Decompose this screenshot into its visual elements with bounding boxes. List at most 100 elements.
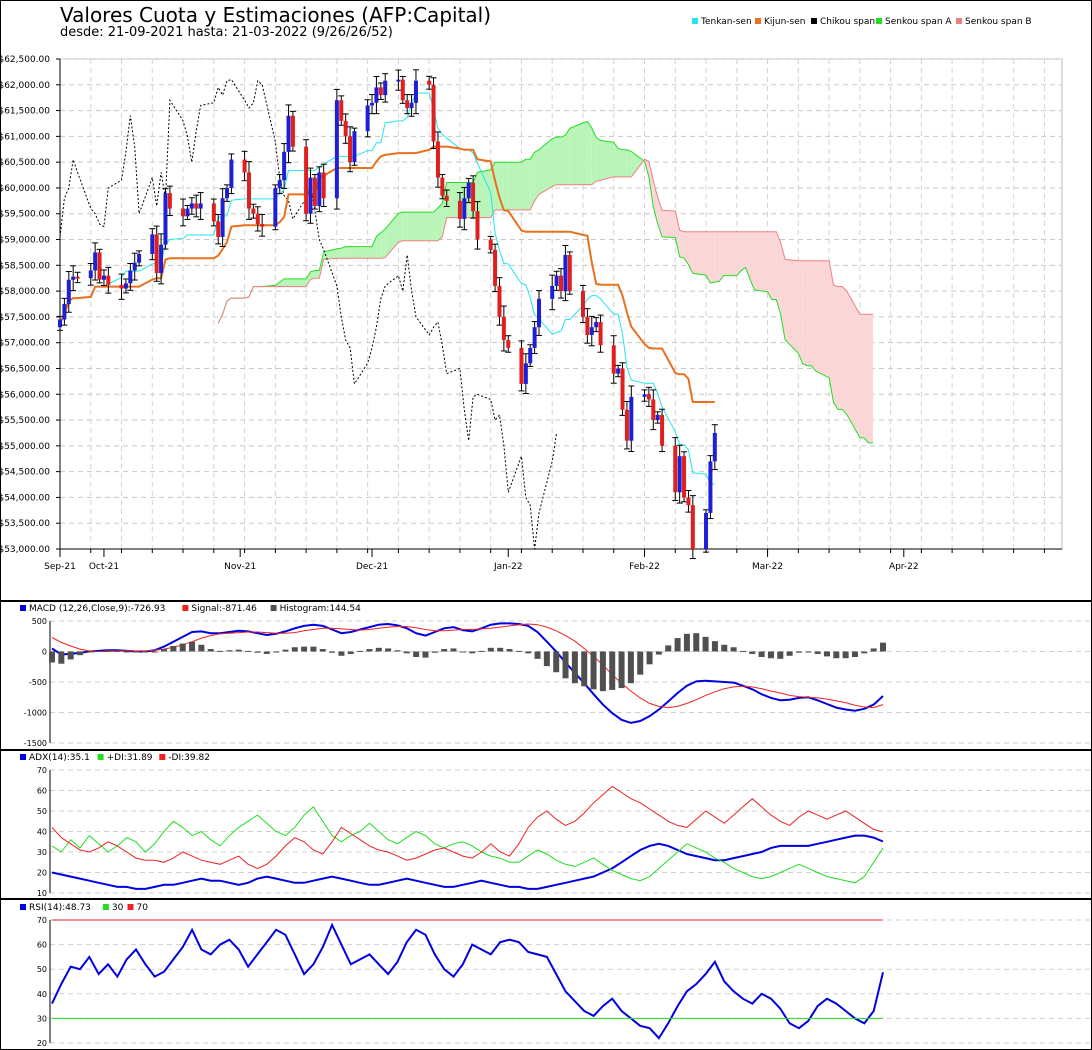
ichimoku-cloud-segment [675, 211, 680, 257]
indicator-line [51, 623, 884, 709]
ichimoku-cloud-segment [688, 231, 693, 274]
candle-body [370, 102, 375, 106]
ichimoku-cloud-segment [288, 278, 293, 287]
candle-body [348, 136, 353, 163]
sub-y-tick-label: 500 [32, 617, 47, 626]
candle-body [286, 115, 291, 152]
price-y-tick-label: $61,000.00 [0, 132, 50, 142]
candle-body [673, 445, 678, 493]
rsi-panel: 20 30 40 50 60 70 RSI(14):48.73 30 70 [20, 903, 1090, 1048]
histogram-bar [133, 651, 140, 653]
histogram-bar [833, 651, 840, 659]
histogram-bar [880, 642, 886, 652]
candle-body [651, 399, 656, 421]
candle-body [532, 327, 537, 348]
adx-panel: 10 20 30 40 50 60 70 ADX(14):35.1 +DI:31.89 -DI:3… [20, 753, 1090, 898]
histogram-bar [515, 650, 522, 652]
candle-body [119, 284, 124, 289]
ichimoku-cloud-segment [626, 149, 632, 177]
candle-body [554, 275, 559, 286]
ichimoku-cloud-segment [842, 286, 847, 415]
candle-body [409, 102, 414, 108]
price-y-tick-label: $56,500.00 [0, 364, 50, 374]
sub-legend-swatch [127, 904, 134, 910]
ichimoku-cloud-segment [859, 314, 865, 439]
price-plot-area [59, 58, 1063, 550]
ichimoku-cloud-segment [407, 212, 412, 241]
candle-body [378, 87, 383, 96]
histogram-bar [319, 649, 326, 652]
candle-body [519, 347, 524, 384]
ichimoku-cloud-segment [398, 212, 403, 243]
histogram-bar [861, 651, 868, 654]
candle-body [123, 283, 128, 289]
sub-legend-swatch [20, 904, 26, 910]
price-x-tick-label: Jan-22 [493, 562, 523, 572]
legend-swatch [692, 18, 698, 24]
sub-legend-label: ADX(14):35.1 [29, 753, 90, 763]
sub-y-tick-label: 70 [37, 766, 47, 775]
histogram-bar [581, 651, 588, 687]
sub-y-tick-label: -1500 [24, 739, 47, 748]
candle-body [493, 249, 498, 286]
candle-body [312, 177, 317, 206]
ichimoku-cloud-segment [653, 180, 658, 224]
ichimoku-cloud-segment [437, 203, 443, 241]
candle-body [413, 80, 418, 103]
ichimoku-cloud-segment [684, 231, 689, 265]
histogram-bar [450, 648, 457, 652]
senkou-span-a-line [217, 120, 873, 444]
sub-legend-swatch [270, 605, 277, 611]
candle-body [251, 208, 256, 214]
candle-body [101, 275, 106, 280]
histogram-bar [123, 651, 130, 653]
legend-label: Senkou span A [885, 17, 952, 27]
ichimoku-cloud-segment [829, 260, 834, 403]
histogram-bar [534, 651, 541, 659]
candle-body [66, 279, 71, 304]
histogram-bar [403, 651, 410, 654]
candle-body [624, 409, 629, 441]
histogram-bar [207, 649, 214, 652]
ichimoku-cloud-segment [336, 248, 342, 259]
histogram-bar [226, 650, 233, 652]
candle-body [594, 322, 599, 328]
ichimoku-cloud-segment [692, 231, 706, 276]
ichimoku-cloud-segment [556, 137, 561, 185]
ichimoku-cloud-segment [802, 260, 808, 366]
histogram-bar [562, 651, 569, 679]
ichimoku-cloud-segment [314, 270, 320, 279]
sub-y-tick-label: 0 [42, 648, 47, 657]
ichimoku-cloud-segment [679, 230, 685, 259]
ichimoku-cloud-segment [372, 236, 377, 259]
histogram-bar [431, 651, 438, 653]
histogram-bar [730, 647, 737, 652]
candle-body [523, 363, 528, 384]
kijun-sen-line [59, 145, 715, 403]
histogram-bar [487, 647, 494, 652]
histogram-bar [777, 651, 784, 659]
candle-body [277, 180, 282, 188]
sub-legend-swatch [97, 754, 104, 760]
price-y-tick-label: $53,500.00 [0, 519, 50, 529]
ichimoku-cloud-segment [736, 231, 742, 276]
indicator-line [51, 922, 884, 1040]
candle-body [62, 304, 67, 320]
histogram-bar [338, 651, 345, 656]
histogram-bar [189, 641, 196, 652]
candle-body [431, 84, 436, 142]
legend-label: Tenkan-sen [700, 17, 752, 27]
indicator-line [51, 622, 884, 724]
histogram-bar [105, 650, 112, 652]
ichimoku-cloud-segment [376, 232, 381, 259]
sub-legend-label: MACD (12,26,Close,9):-726.93 [29, 604, 165, 614]
legend-label: Kijun-sen [764, 17, 806, 27]
histogram-bar [702, 636, 709, 652]
ichimoku-cloud-segment [402, 212, 408, 241]
candle-body [585, 316, 590, 335]
price-y-tick-label: $57,000.00 [0, 339, 50, 349]
ichimoku-cloud-segment [534, 149, 539, 201]
ichimoku-cloud-segment [706, 231, 711, 283]
ichimoku-cloud-segment [745, 231, 750, 280]
candle-body [246, 172, 251, 209]
